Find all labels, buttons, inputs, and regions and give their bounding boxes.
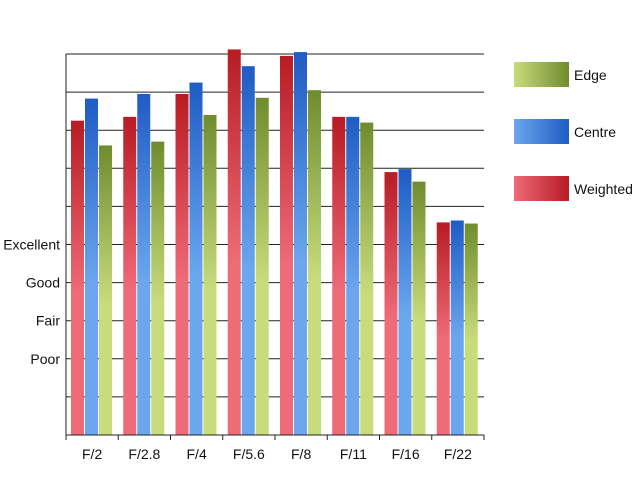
bar-edge-f-2-8 xyxy=(151,141,165,435)
axes xyxy=(65,54,485,440)
bar-weighted-f-5-6 xyxy=(227,49,241,435)
x-tick-label: F/11 xyxy=(340,446,367,462)
bar-edge-f-16 xyxy=(412,181,426,435)
bar-edge-f-22 xyxy=(464,223,478,435)
bar-weighted-f-4 xyxy=(175,94,189,435)
bar-centre-f-2 xyxy=(85,98,98,436)
bars xyxy=(71,49,478,436)
bar-weighted-f-2 xyxy=(71,120,84,436)
legend-label-weighted: Weighted xyxy=(574,181,633,197)
bar-edge-f-2 xyxy=(99,145,112,435)
x-tick-label: F/8 xyxy=(291,446,311,462)
x-tick-labels: F/2 F/2.8 F/4 F/5.6 F/8 F/11 F/16 F/22 xyxy=(82,446,472,462)
bar-weighted-f-11 xyxy=(332,116,346,436)
legend-label-edge: Edge xyxy=(574,67,607,83)
bar-weighted-f-16 xyxy=(384,172,398,436)
y-tick-labels: Excellent Good Fair Poor xyxy=(3,237,60,367)
bar-centre-f-2-8 xyxy=(137,94,151,435)
x-tick-label: F/16 xyxy=(392,446,420,462)
y-tick-label: Good xyxy=(26,275,60,291)
x-tick-label: F/2 xyxy=(82,446,102,462)
bar-edge-f-8 xyxy=(308,90,321,435)
bar-centre-f-8 xyxy=(294,52,307,435)
y-tick-label: Fair xyxy=(36,313,60,329)
x-tick-label: F/5.6 xyxy=(233,446,265,462)
bar-edge-f-11 xyxy=(360,122,374,435)
legend: Edge Centre Weighted xyxy=(514,62,633,201)
bar-edge-f-4 xyxy=(203,114,217,436)
x-tick-label: F/4 xyxy=(187,446,207,462)
bar-centre-f-11 xyxy=(346,116,360,436)
bar-centre-f-16 xyxy=(398,169,412,435)
y-tick-label: Poor xyxy=(30,351,60,367)
bar-edge-f-5-6 xyxy=(255,97,269,435)
bar-centre-f-22 xyxy=(450,220,464,435)
bar-centre-f-4 xyxy=(189,82,203,435)
bar-weighted-f-22 xyxy=(436,222,450,435)
legend-label-centre: Centre xyxy=(574,124,616,140)
legend-swatch-weighted xyxy=(514,176,569,201)
legend-swatch-edge xyxy=(514,62,569,87)
bar-weighted-f-8 xyxy=(280,55,293,435)
x-tick-label: F/2.8 xyxy=(128,446,160,462)
bar-weighted-f-2-8 xyxy=(123,116,137,436)
legend-swatch-centre xyxy=(514,119,569,144)
x-tick-label: F/22 xyxy=(444,446,472,462)
y-tick-label: Excellent xyxy=(3,237,60,253)
bar-centre-f-5-6 xyxy=(241,66,255,435)
